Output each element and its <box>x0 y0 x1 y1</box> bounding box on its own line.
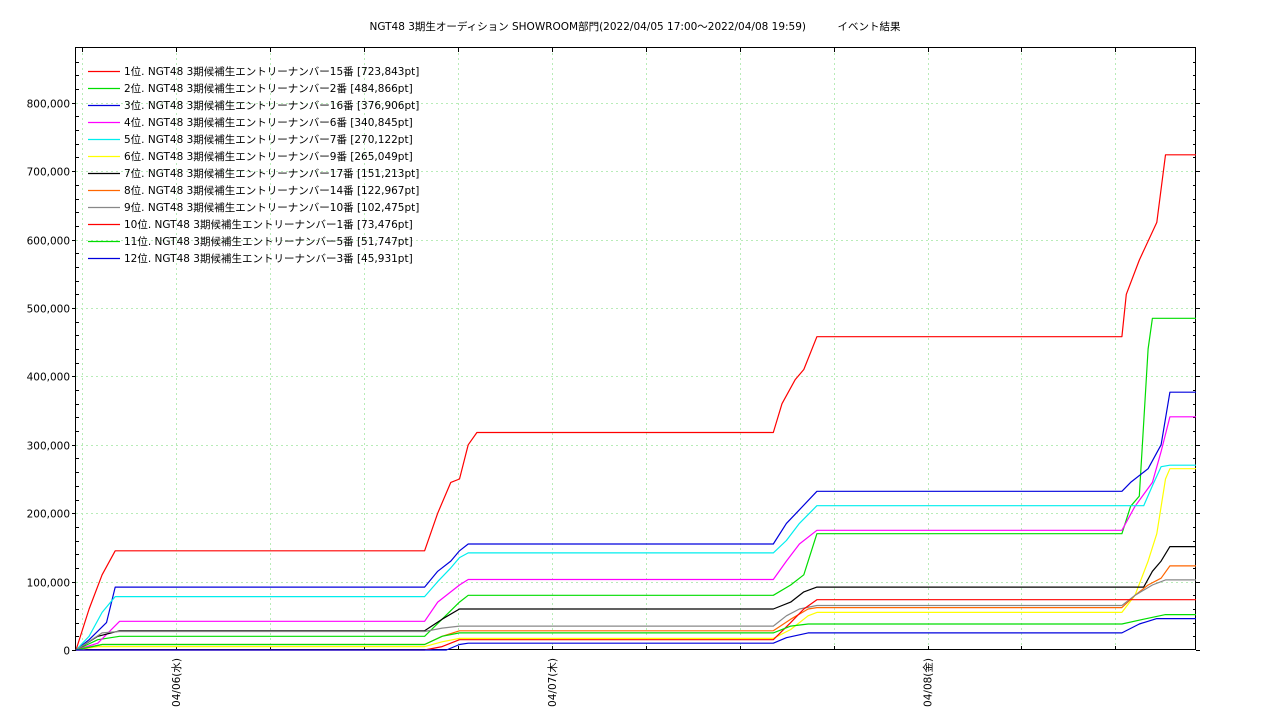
grid-lines <box>76 48 1196 650</box>
legend: 1位. NGT48 3期候補生エントリーナンバー15番 [723,843pt] … <box>88 65 419 265</box>
legend-label: 3位. NGT48 3期候補生エントリーナンバー16番 [376,906pt] <box>124 99 419 112</box>
legend-label: 12位. NGT48 3期候補生エントリーナンバー3番 [45,931pt] <box>124 252 413 265</box>
y-tick-label: 800,000 <box>27 99 70 111</box>
y-tick-label: 0 <box>63 646 70 658</box>
series-line-5 <box>75 464 1196 651</box>
series-line-8 <box>75 565 1196 651</box>
y-tick-label: 500,000 <box>27 304 70 316</box>
series-line-10 <box>76 599 1196 651</box>
legend-label: 9位. NGT48 3期候補生エントリーナンバー10番 [102,475pt] <box>124 201 419 214</box>
x-tick-label: 04/08(金) <box>922 658 935 707</box>
y-axis: 0 100,000 200,000 300,000 400,000 500,000 600,… <box>27 62 1200 658</box>
legend-label: 8位. NGT48 3期候補生エントリーナンバー14番 [122,967pt] <box>124 184 419 197</box>
y-tick-label: 400,000 <box>27 372 70 384</box>
legend-label: 4位. NGT48 3期候補生エントリーナンバー6番 [340,845pt] <box>124 116 413 129</box>
legend-label: 2位. NGT48 3期候補生エントリーナンバー2番 [484,866pt] <box>124 82 413 95</box>
series-line-6 <box>75 468 1196 651</box>
legend-label: 7位. NGT48 3期候補生エントリーナンバー17番 [151,213pt] <box>124 167 419 180</box>
y-tick-label: 300,000 <box>27 441 70 453</box>
chart-title: NGT48 3期生オーディション SHOWROOM部門(2022/04/05 1… <box>369 20 901 33</box>
series-line-3 <box>75 391 1196 651</box>
series-line-7 <box>75 546 1196 651</box>
series-line-11 <box>75 614 1196 651</box>
series-line-2 <box>75 317 1196 651</box>
y-tick-label: 600,000 <box>27 236 70 248</box>
series-line-12 <box>76 618 1196 651</box>
legend-label: 5位. NGT48 3期候補生エントリーナンバー7番 [270,122pt] <box>124 133 413 146</box>
plot-frame <box>75 47 1196 650</box>
series-line-9 <box>75 579 1196 651</box>
x-tick-label: 04/06(水) <box>171 658 183 707</box>
legend-label: 6位. NGT48 3期候補生エントリーナンバー9番 [265,049pt] <box>124 150 413 163</box>
series-lines <box>75 154 1196 651</box>
x-axis: 04/06(水) 04/07(木) 04/08(金) <box>82 48 1116 707</box>
series-line-4 <box>75 416 1196 651</box>
legend-label: 1位. NGT48 3期候補生エントリーナンバー15番 [723,843pt] <box>124 65 419 78</box>
y-tick-label: 700,000 <box>27 167 70 179</box>
series-line-1 <box>75 154 1196 651</box>
y-tick-label: 200,000 <box>27 509 70 521</box>
legend-label: 11位. NGT48 3期候補生エントリーナンバー5番 [51,747pt] <box>124 235 413 248</box>
legend-label: 10位. NGT48 3期候補生エントリーナンバー1番 [73,476pt] <box>124 218 413 231</box>
x-tick-label: 04/07(木) <box>547 658 559 707</box>
y-tick-label: 100,000 <box>27 578 70 590</box>
